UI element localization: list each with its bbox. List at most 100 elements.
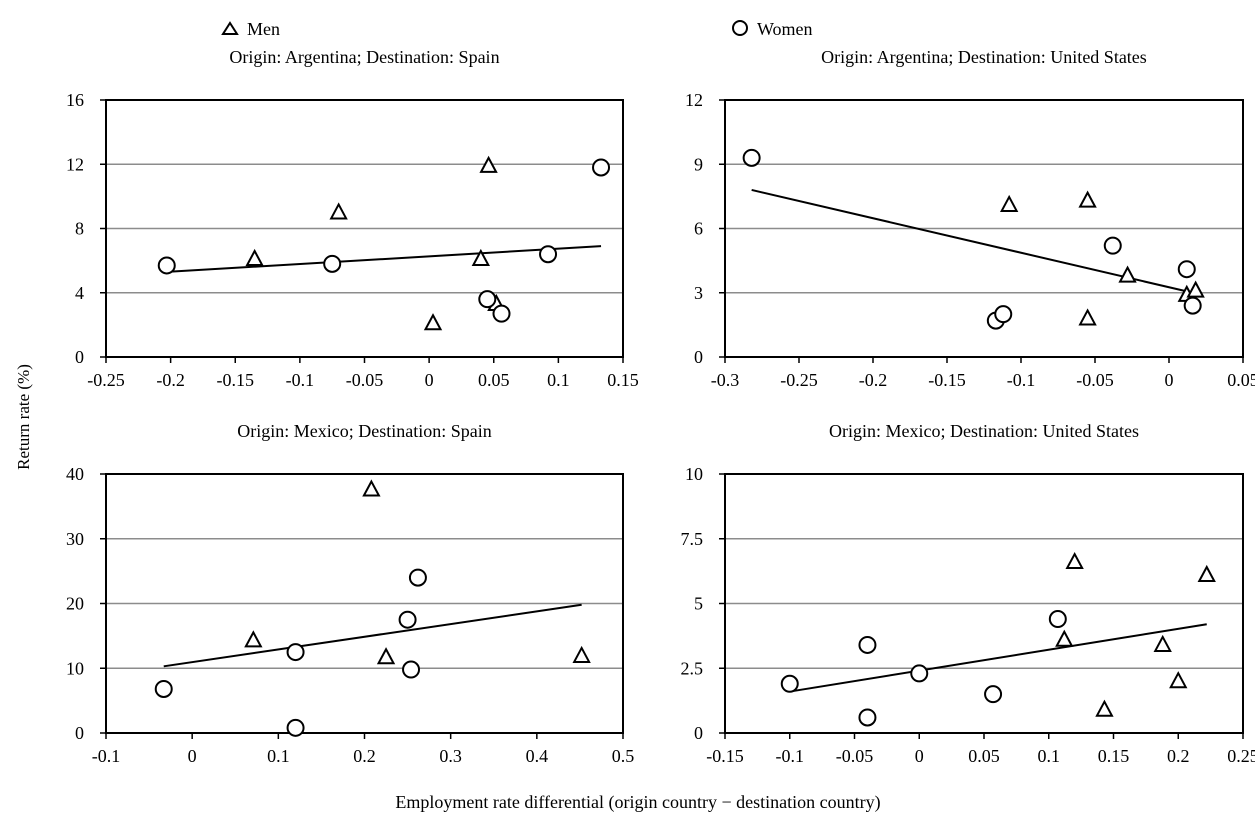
- x-tick-label: -0.25: [87, 370, 125, 390]
- point-men-triangle: [362, 479, 381, 497]
- y-tick-label: 9: [694, 154, 703, 174]
- x-tick-label: 0.3: [439, 746, 462, 766]
- y-tick-label: 10: [66, 658, 84, 678]
- y-tick-label: 10: [685, 464, 703, 484]
- point-men-triangle: [376, 647, 396, 665]
- legend-item-women: Women: [732, 19, 813, 39]
- point-women-circle: [408, 568, 427, 587]
- y-tick-label: 0: [75, 347, 84, 367]
- point-men-triangle: [1078, 190, 1097, 208]
- x-tick-label: -0.1: [92, 746, 121, 766]
- point-women-circle: [286, 643, 305, 662]
- panel-mexico-united-states: Origin: Mexico; Destination: United Stat…: [681, 421, 1255, 766]
- x-tick-label: 0.1: [547, 370, 570, 390]
- point-women-circle: [984, 685, 1003, 704]
- panel-title: Origin: Mexico; Destination: Spain: [237, 421, 491, 441]
- point-men-triangle: [479, 155, 498, 173]
- legend-label-women: Women: [757, 19, 813, 39]
- point-women-circle: [910, 664, 929, 683]
- x-tick-label: 0.5: [612, 746, 635, 766]
- panel-argentina-united-states: Origin: Argentina; Destination: United S…: [685, 47, 1255, 390]
- y-tick-label: 30: [66, 529, 84, 549]
- x-tick-label: -0.2: [156, 370, 185, 390]
- y-axis-label: Return rate (%): [14, 364, 33, 470]
- point-men-triangle: [329, 202, 348, 220]
- x-tick-label: 0.05: [1227, 370, 1255, 390]
- y-tick-label: 0: [694, 347, 703, 367]
- panel-mexico-spain: Origin: Mexico; Destination: Spain 0 10 20 3…: [66, 421, 634, 766]
- point-women-circle: [398, 610, 417, 629]
- point-women-circle: [478, 290, 497, 309]
- x-tick-label: -0.2: [859, 370, 888, 390]
- x-tick-label: -0.05: [836, 746, 874, 766]
- x-tick-label: 0.25: [1227, 746, 1255, 766]
- x-tick-label: -0.1: [286, 370, 315, 390]
- point-women-circle: [994, 305, 1013, 324]
- x-tick-label: -0.3: [711, 370, 740, 390]
- y-tick-label: 20: [66, 594, 84, 614]
- x-tick-label: -0.05: [1076, 370, 1114, 390]
- x-tick-label: -0.1: [776, 746, 805, 766]
- y-tick-label: 40: [66, 464, 84, 484]
- panel-title: Origin: Mexico; Destination: United Stat…: [829, 421, 1139, 441]
- y-tick-label: 4: [75, 283, 84, 303]
- point-men-triangle: [1065, 551, 1084, 570]
- point-men-triangle: [245, 248, 264, 267]
- trend-line: [166, 245, 602, 273]
- x-tick-label: 0: [425, 370, 434, 390]
- point-men-triangle: [1055, 629, 1074, 647]
- point-women-circle: [492, 304, 511, 323]
- point-men-triangle: [1078, 308, 1097, 326]
- point-women-circle: [858, 635, 877, 654]
- x-tick-label: 0: [188, 746, 197, 766]
- panel-argentina-spain: Origin: Argentina; Destination: Spain 0 4 8…: [66, 47, 639, 390]
- point-women-circle: [780, 674, 799, 693]
- point-women-circle: [1183, 296, 1202, 315]
- trend-line: [163, 603, 582, 668]
- x-tick-label: 0: [915, 746, 924, 766]
- x-tick-label: 0.2: [1167, 746, 1190, 766]
- point-women-circle: [154, 679, 173, 698]
- point-men-triangle: [999, 194, 1019, 212]
- x-tick-label: -0.05: [346, 370, 384, 390]
- point-women-circle: [539, 245, 558, 264]
- point-men-triangle: [1169, 671, 1188, 689]
- point-women-circle: [592, 158, 611, 177]
- x-tick-label: 0.1: [267, 746, 290, 766]
- point-men-triangle: [1153, 634, 1172, 652]
- point-men-triangle: [423, 313, 443, 331]
- x-tick-label: 0.05: [968, 746, 1000, 766]
- panel-title: Origin: Argentina; Destination: Spain: [229, 47, 499, 67]
- y-tick-label: 16: [66, 90, 84, 110]
- y-tick-label: 5: [694, 594, 703, 614]
- legend-triangle-marker: [221, 21, 239, 35]
- x-tick-label: -0.1: [1007, 370, 1036, 390]
- point-women-circle: [1103, 236, 1122, 255]
- point-women-circle: [286, 718, 305, 737]
- trend-line: [751, 188, 1193, 294]
- point-women-circle: [1177, 260, 1196, 279]
- point-men-triangle: [1118, 265, 1137, 283]
- x-tick-label: 0.05: [478, 370, 510, 390]
- y-tick-label: 12: [66, 154, 84, 174]
- y-tick-label: 7.5: [681, 529, 704, 549]
- x-tick-label: -0.15: [217, 370, 255, 390]
- y-tick-label: 6: [694, 219, 703, 239]
- point-women-circle: [157, 256, 176, 275]
- x-tick-label: -0.15: [928, 370, 966, 390]
- x-tick-label: 0.15: [1098, 746, 1130, 766]
- y-tick-label: 0: [75, 723, 84, 743]
- point-men-triangle: [572, 645, 591, 663]
- point-men-triangle: [471, 248, 490, 267]
- panel-title: Origin: Argentina; Destination: United S…: [821, 47, 1147, 67]
- legend: Men Women: [221, 19, 813, 39]
- point-women-circle: [742, 148, 761, 167]
- y-tick-label: 3: [694, 283, 703, 303]
- point-women-circle: [323, 254, 342, 273]
- trend-line: [789, 623, 1207, 693]
- point-men-triangle: [244, 630, 263, 648]
- legend-item-men: Men: [221, 19, 280, 39]
- y-tick-label: 0: [694, 723, 703, 743]
- x-tick-label: 0.1: [1038, 746, 1061, 766]
